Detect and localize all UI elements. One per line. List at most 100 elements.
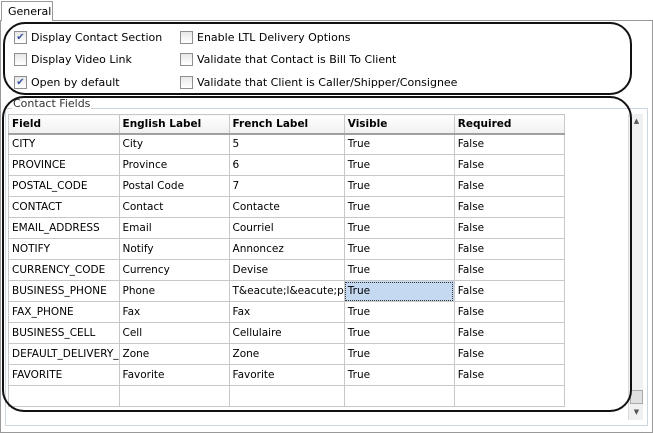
column-header[interactable]: Visible xyxy=(343,114,455,135)
option-checkbox[interactable]: Enable LTL Delivery Options xyxy=(180,31,351,44)
table-cell[interactable]: Favorite xyxy=(118,364,230,386)
table-cell[interactable]: False xyxy=(453,217,565,239)
table-cell[interactable]: True xyxy=(343,259,455,281)
column-header[interactable]: Required xyxy=(453,114,565,135)
table-cell[interactable]: Fax xyxy=(118,301,230,323)
table-cell[interactable]: False xyxy=(453,322,565,344)
table-cell[interactable]: 6 xyxy=(228,154,345,176)
table-cell[interactable]: False xyxy=(453,133,565,155)
table-cell[interactable]: True xyxy=(343,322,455,344)
table-cell[interactable]: False xyxy=(453,175,565,197)
table-cell[interactable]: Cell xyxy=(118,322,230,344)
table-cell[interactable]: False xyxy=(453,280,565,302)
checkbox-icon[interactable] xyxy=(180,76,193,89)
table-cell[interactable]: PROVINCE xyxy=(8,154,120,176)
checkbox-icon[interactable]: ✔ xyxy=(14,76,27,89)
table-cell[interactable]: Cellulaire xyxy=(228,322,345,344)
option-checkbox[interactable]: ✔ Open by default xyxy=(14,76,120,89)
table-cell[interactable] xyxy=(343,385,455,407)
checkbox-icon[interactable] xyxy=(180,31,193,44)
table-cell[interactable]: True xyxy=(343,301,455,323)
table-cell[interactable]: DEFAULT_DELIVERY_ xyxy=(8,343,120,365)
table-row[interactable]: CONTACT Contact Contacte True False xyxy=(8,196,565,218)
table-row[interactable]: PROVINCE Province 6 True False xyxy=(8,154,565,176)
table-cell[interactable]: True xyxy=(343,238,455,260)
table-cell[interactable] xyxy=(453,385,565,407)
table-cell[interactable] xyxy=(118,385,230,407)
table-cell[interactable]: CURRENCY_CODE xyxy=(8,259,120,281)
scroll-thumb[interactable] xyxy=(630,390,643,404)
table-cell[interactable]: Annoncez xyxy=(228,238,345,260)
table-cell[interactable]: Contact xyxy=(118,196,230,218)
table-cell[interactable]: Zone xyxy=(228,343,345,365)
table-row[interactable]: CURRENCY_CODE Currency Devise True False xyxy=(8,259,565,281)
option-checkbox[interactable]: Display Video Link xyxy=(14,53,132,66)
table-cell[interactable]: True xyxy=(343,154,455,176)
checkbox-icon[interactable] xyxy=(14,53,27,66)
table-row[interactable]: CITY City 5 True False xyxy=(8,133,565,155)
table-cell[interactable]: Favorite xyxy=(228,364,345,386)
table-cell[interactable]: False xyxy=(453,154,565,176)
option-checkbox[interactable]: Validate that Client is Caller/Shipper/C… xyxy=(180,76,457,89)
table-cell[interactable]: FAVORITE xyxy=(8,364,120,386)
table-cell[interactable]: City xyxy=(118,133,230,155)
table-cell[interactable]: True xyxy=(343,343,455,365)
table-cell[interactable]: Postal Code xyxy=(118,175,230,197)
table-cell[interactable] xyxy=(8,385,120,407)
checkbox-icon[interactable] xyxy=(180,53,193,66)
column-header[interactable]: English Label xyxy=(118,114,230,135)
table-cell[interactable]: Fax xyxy=(228,301,345,323)
table-cell[interactable]: 7 xyxy=(228,175,345,197)
table-cell[interactable]: True xyxy=(343,364,455,386)
table-cell[interactable]: False xyxy=(453,301,565,323)
table-cell[interactable]: Notify xyxy=(118,238,230,260)
scroll-down-icon[interactable]: ▼ xyxy=(633,408,640,416)
table-cell[interactable]: FAX_PHONE xyxy=(8,301,120,323)
table-cell[interactable]: BUSINESS_CELL xyxy=(8,322,120,344)
table-cell[interactable]: Zone xyxy=(118,343,230,365)
table-cell[interactable]: NOTIFY xyxy=(8,238,120,260)
table-cell[interactable]: Currency xyxy=(118,259,230,281)
table-cell[interactable]: True xyxy=(343,196,455,218)
table-cell[interactable]: False xyxy=(453,364,565,386)
table-row[interactable]: FAX_PHONE Fax Fax True False xyxy=(8,301,565,323)
option-checkbox[interactable]: Validate that Contact is Bill To Client xyxy=(180,53,396,66)
table-row[interactable]: DEFAULT_DELIVERY_ Zone Zone True False xyxy=(8,343,565,365)
option-checkbox[interactable]: ✔ Display Contact Section xyxy=(14,31,162,44)
table-cell[interactable]: False xyxy=(453,259,565,281)
table-row[interactable]: FAVORITE Favorite Favorite True False xyxy=(8,364,565,386)
table-cell[interactable]: Contacte xyxy=(228,196,345,218)
table-cell[interactable]: Devise xyxy=(228,259,345,281)
table-row[interactable]: NOTIFY Notify Annoncez True False xyxy=(8,238,565,260)
table-cell[interactable]: True xyxy=(343,217,455,239)
vertical-scrollbar[interactable]: ▲ ▼ xyxy=(628,114,643,420)
table-cell[interactable]: POSTAL_CODE xyxy=(8,175,120,197)
table-cell[interactable]: True xyxy=(343,133,455,155)
table-cell[interactable]: CITY xyxy=(8,133,120,155)
table-cell[interactable]: Email xyxy=(118,217,230,239)
table-cell[interactable]: Phone xyxy=(118,280,230,302)
table-cell[interactable]: True xyxy=(343,280,455,302)
table-cell[interactable]: Province xyxy=(118,154,230,176)
table-row[interactable]: EMAIL_ADDRESS Email Courriel True False xyxy=(8,217,565,239)
table-row[interactable]: BUSINESS_PHONE Phone T&eacute;l&eacute;p Tr… xyxy=(8,280,565,302)
checkbox-icon[interactable]: ✔ xyxy=(14,31,27,44)
table-cell[interactable]: False xyxy=(453,238,565,260)
table-cell[interactable]: Courriel xyxy=(228,217,345,239)
table-cell[interactable]: EMAIL_ADDRESS xyxy=(8,217,120,239)
table-cell[interactable]: True xyxy=(343,175,455,197)
table-cell[interactable]: False xyxy=(453,196,565,218)
tab-general[interactable]: General xyxy=(1,1,53,21)
table-cell[interactable]: 5 xyxy=(228,133,345,155)
table-cell[interactable]: False xyxy=(453,343,565,365)
column-header[interactable]: French Label xyxy=(228,114,345,135)
table-cell[interactable]: T&eacute;l&eacute;p xyxy=(228,280,345,302)
table-row[interactable]: BUSINESS_CELL Cell Cellulaire True False xyxy=(8,322,565,344)
column-header[interactable]: Field xyxy=(8,114,120,135)
table-cell[interactable] xyxy=(228,385,345,407)
table-cell[interactable]: CONTACT xyxy=(8,196,120,218)
table-cell[interactable]: BUSINESS_PHONE xyxy=(8,280,120,302)
table-row[interactable]: POSTAL_CODE Postal Code 7 True False xyxy=(8,175,565,197)
scroll-up-icon[interactable]: ▲ xyxy=(633,117,640,125)
empty-row[interactable] xyxy=(8,385,565,407)
